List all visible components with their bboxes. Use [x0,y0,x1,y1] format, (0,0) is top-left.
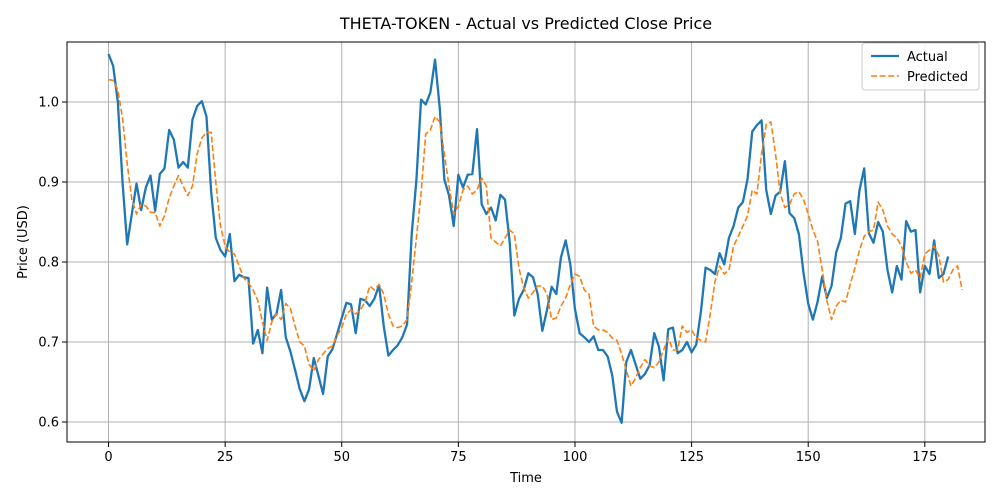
plot-frame [66,41,986,443]
y-tick-label: 0.7 [38,336,59,351]
x-tick-label: 100 [563,450,588,465]
legend-label: Actual [907,50,948,65]
legend: Actual Predicted [861,42,980,91]
y-tick-label: 1.0 [38,96,59,111]
legend-box [861,42,980,91]
y-axis-label: Price (USD) [16,205,31,279]
series-line-actual [107,53,950,424]
x-tick-label: 75 [450,450,467,465]
x-tick-label: 0 [104,450,112,465]
series-line-predicted [108,78,963,387]
x-tick-label: 25 [217,450,234,465]
chart-title: THETA-TOKEN - Actual vs Predicted Close … [339,14,712,33]
x-axis-label: Time [509,471,542,486]
y-tick-label: 0.9 [38,176,59,191]
x-tick-label: 50 [333,450,350,465]
grid [67,42,985,442]
y-tick-label: 0.8 [38,256,59,271]
x-tick-label: 150 [796,450,821,465]
legend-label: Predicted [907,70,968,85]
axis-ticks: 0 25 50 75 100 125 150 175 0.6 0.7 0.8 0.9 1.0 [38,96,937,466]
x-tick-label: 175 [912,450,937,465]
y-tick-label: 0.6 [38,416,59,431]
x-tick-label: 125 [679,450,704,465]
series-layer [107,53,963,424]
